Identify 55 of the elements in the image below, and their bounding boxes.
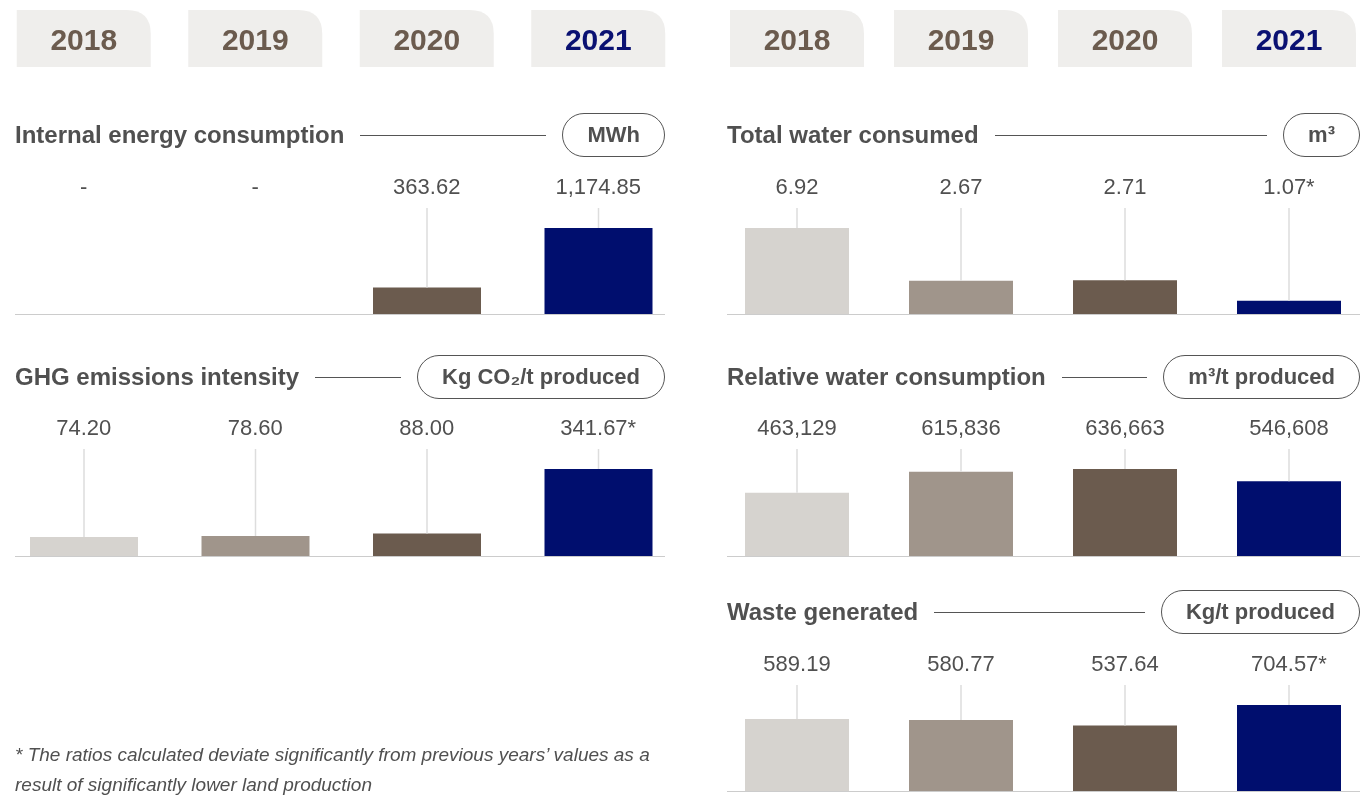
x-tick-label: 2019 bbox=[927, 23, 995, 56]
x-tick-label: 2020 bbox=[393, 23, 461, 56]
bar bbox=[745, 719, 849, 791]
text: - bbox=[80, 174, 88, 199]
bar bbox=[1073, 725, 1177, 791]
bar bbox=[909, 280, 1013, 314]
x-tick-label: 2018 bbox=[50, 23, 118, 56]
data-label: 6.92 bbox=[774, 174, 820, 200]
bar bbox=[1073, 469, 1177, 556]
data-label: 537.64 bbox=[1090, 651, 1160, 677]
bar bbox=[544, 469, 653, 556]
data-label: 615,836 bbox=[920, 415, 1002, 441]
chart-title: GHG emissions intensity bbox=[15, 363, 300, 391]
x-tick-label: 2019 bbox=[221, 23, 289, 56]
data-label: 2.71 bbox=[1102, 174, 1148, 200]
data-label: 589.19 bbox=[762, 651, 832, 677]
chart-title: Internal energy consumption bbox=[15, 121, 345, 149]
data-label: 74.20 bbox=[55, 415, 113, 441]
data-label: 704.57* bbox=[1250, 651, 1328, 677]
data-label: 2.67 bbox=[938, 174, 984, 200]
data-label: 1,174.85 bbox=[554, 174, 643, 200]
bar bbox=[373, 533, 481, 556]
data-label: 341.67* bbox=[559, 415, 638, 441]
text: - bbox=[251, 174, 259, 199]
y-axis-title: Kg CO₂/t produced bbox=[442, 364, 640, 389]
bar bbox=[1073, 280, 1177, 314]
data-label: 463,129 bbox=[756, 415, 838, 441]
x-tick-label: 2018 bbox=[763, 23, 831, 56]
bar bbox=[30, 537, 138, 556]
y-axis-title: m³ bbox=[1308, 122, 1335, 147]
data-label: 546,608 bbox=[1248, 415, 1330, 441]
x-tick-label: 2021 bbox=[1255, 23, 1323, 56]
bar bbox=[909, 720, 1013, 791]
y-axis-title: MWh bbox=[587, 122, 640, 147]
bar bbox=[201, 535, 310, 556]
x-tick-label: 2021 bbox=[564, 23, 632, 56]
x-tick-label: 2020 bbox=[1091, 23, 1159, 56]
text: * The ratios calculated deviate significantly from previous years’ values as a result of significantly lower land production bbox=[15, 743, 651, 795]
bar bbox=[1237, 705, 1341, 791]
data-label: 636,663 bbox=[1084, 415, 1166, 441]
bar bbox=[745, 228, 849, 314]
bar bbox=[745, 492, 849, 556]
data-label: 78.60 bbox=[226, 415, 284, 441]
bar bbox=[909, 471, 1013, 556]
data-label: 580.77 bbox=[926, 651, 996, 677]
data-label: 1.07* bbox=[1262, 174, 1316, 200]
chart-title: Total water consumed bbox=[727, 121, 979, 149]
chart-title: Relative water consumption bbox=[727, 363, 1046, 391]
y-axis-title: Kg/t produced bbox=[1185, 599, 1335, 624]
data-label: 363.62 bbox=[392, 174, 462, 200]
bar bbox=[1237, 481, 1341, 556]
data-label: 88.00 bbox=[398, 415, 456, 441]
chart-title: Waste generated bbox=[727, 598, 919, 626]
bar bbox=[1237, 300, 1341, 314]
y-axis-title: m³/t produced bbox=[1188, 364, 1335, 389]
